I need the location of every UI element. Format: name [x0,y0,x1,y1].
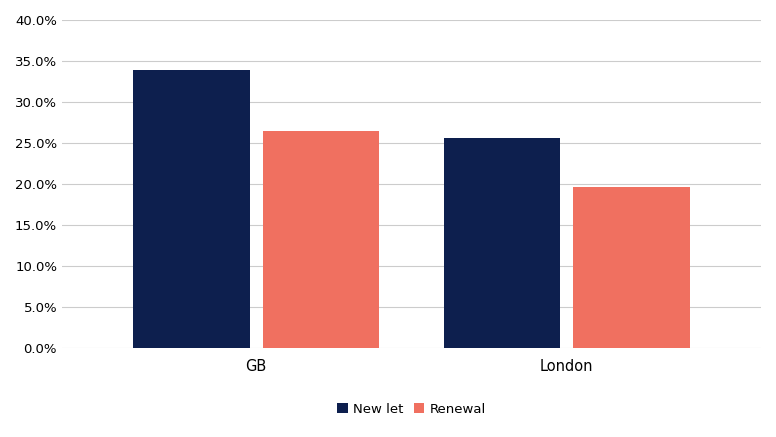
Bar [262,131,379,348]
Legend: New let, Renewal: New let, Renewal [332,397,491,421]
Bar [133,70,250,348]
Bar [444,138,560,348]
Bar [573,187,690,348]
